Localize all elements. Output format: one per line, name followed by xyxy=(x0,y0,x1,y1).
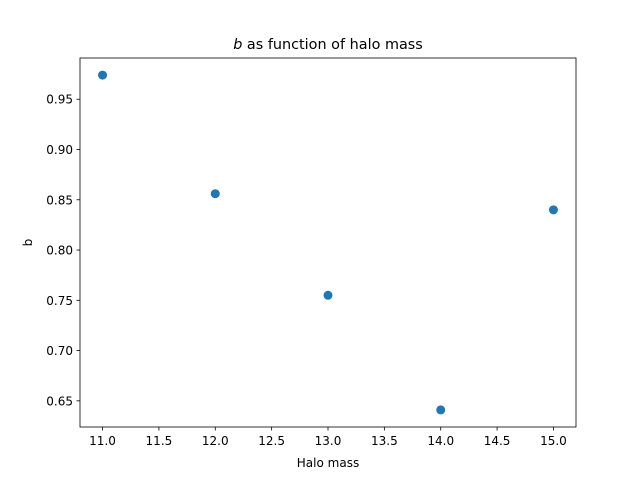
data-points xyxy=(98,70,558,415)
x-axis-label: Halo mass xyxy=(297,456,359,470)
x-tick-label: 11.0 xyxy=(89,434,116,448)
y-tick-label: 0.75 xyxy=(46,294,73,308)
x-tick-label: 12.5 xyxy=(258,434,285,448)
y-tick-label: 0.85 xyxy=(46,193,73,207)
data-point xyxy=(210,189,220,199)
data-point xyxy=(436,405,446,415)
y-tick-label: 0.95 xyxy=(46,93,73,107)
x-tick-label: 12.0 xyxy=(202,434,229,448)
y-tick-label: 0.70 xyxy=(46,344,73,358)
x-tick-label: 13.5 xyxy=(371,434,398,448)
y-tick-label: 0.65 xyxy=(46,394,73,408)
x-tick-label: 13.0 xyxy=(315,434,342,448)
data-point xyxy=(548,205,558,215)
x-tick-label: 11.5 xyxy=(146,434,173,448)
y-axis-label: b xyxy=(21,239,35,247)
x-tick-label: 14.0 xyxy=(427,434,454,448)
chart-title: b as function of halo mass xyxy=(233,37,423,53)
data-point xyxy=(98,70,108,80)
x-tick-label: 14.5 xyxy=(484,434,511,448)
y-axis-ticks: 0.65 0.70 0.75 0.80 0.85 0.90 0.95 xyxy=(46,93,80,408)
x-axis-ticks: 11.0 11.5 12.0 12.5 13.0 13.5 14.0 14.5 15.0 xyxy=(89,427,567,448)
y-tick-label: 0.90 xyxy=(46,143,73,157)
plot-area-frame xyxy=(79,57,577,428)
y-tick-label: 0.80 xyxy=(46,244,73,258)
x-tick-label: 15.0 xyxy=(540,434,567,448)
data-point xyxy=(323,290,333,300)
